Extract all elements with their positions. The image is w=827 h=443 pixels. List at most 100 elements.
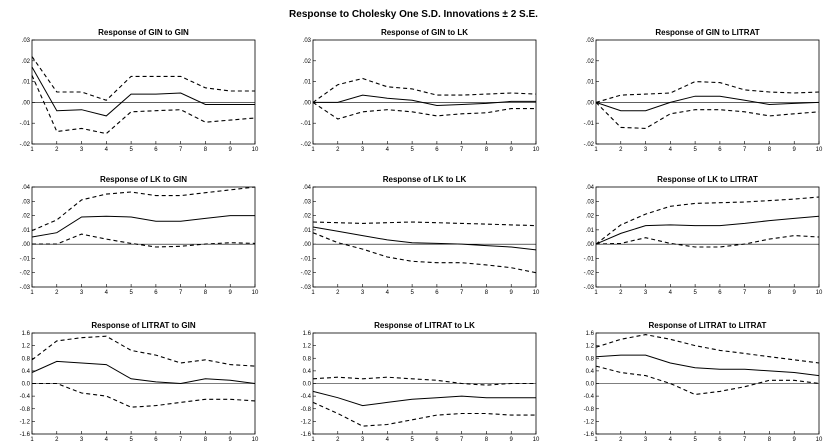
x-tick-label: 7 bbox=[743, 437, 747, 443]
y-tick-label: 0.8 bbox=[22, 356, 31, 362]
x-tick-label: 5 bbox=[693, 290, 697, 296]
x-tick-label: 1 bbox=[30, 437, 34, 443]
x-tick-label: 10 bbox=[533, 437, 540, 443]
y-tick-label: .02 bbox=[303, 59, 312, 65]
confidence-band-line bbox=[31, 335, 256, 367]
x-tick-label: 1 bbox=[30, 290, 34, 296]
y-tick-label: .02 bbox=[22, 59, 31, 65]
y-tick-label: 0.0 bbox=[22, 382, 31, 388]
y-tick-label: -0.4 bbox=[20, 394, 31, 400]
y-tick-label: -1.2 bbox=[584, 419, 595, 425]
x-tick-label: 5 bbox=[410, 290, 414, 296]
y-tick-label: .00 bbox=[586, 242, 595, 248]
panel-3: Response of GIN to LITRAT .03 .02 .01 .00 -.0… bbox=[584, 28, 823, 153]
y-tick-label: -1.2 bbox=[301, 419, 312, 425]
x-tick-label: 7 bbox=[460, 290, 464, 296]
x-tick-label: 3 bbox=[361, 437, 365, 443]
x-tick-label: 2 bbox=[55, 437, 59, 443]
x-tick-label: 2 bbox=[336, 290, 340, 296]
y-tick-label: .03 bbox=[303, 38, 312, 44]
y-tick-label: .02 bbox=[303, 214, 312, 220]
y-tick-label: -.03 bbox=[20, 285, 31, 291]
x-tick-label: 3 bbox=[80, 290, 84, 296]
x-tick-label: 6 bbox=[718, 290, 722, 296]
x-tick-label: 2 bbox=[336, 437, 340, 443]
plot-frame bbox=[31, 39, 256, 145]
confidence-band-line bbox=[595, 334, 820, 364]
y-tick-label: 0.8 bbox=[586, 356, 595, 362]
y-tick-label: .03 bbox=[303, 199, 312, 205]
x-tick-label: 8 bbox=[204, 290, 208, 296]
panel-title: Response of GIN to LITRAT bbox=[655, 28, 759, 37]
x-tick-label: 3 bbox=[80, 147, 84, 153]
y-tick-label: .02 bbox=[586, 59, 595, 65]
panel-title: Response of LITRAT to LITRAT bbox=[649, 321, 767, 330]
y-tick-label: .00 bbox=[303, 100, 312, 106]
x-tick-label: 3 bbox=[644, 437, 648, 443]
confidence-band-line bbox=[32, 233, 256, 248]
x-tick-label: 1 bbox=[594, 290, 598, 296]
y-tick-label: .01 bbox=[22, 80, 31, 86]
x-tick-label: 2 bbox=[55, 290, 59, 296]
response-line bbox=[595, 95, 820, 112]
x-tick-label: 3 bbox=[361, 147, 365, 153]
x-tick-label: 9 bbox=[229, 147, 233, 153]
x-tick-label: 5 bbox=[693, 147, 697, 153]
x-tick-label: 1 bbox=[30, 147, 34, 153]
y-tick-label: -0.8 bbox=[20, 407, 31, 413]
confidence-band-line bbox=[312, 77, 537, 103]
y-tick-label: -.02 bbox=[20, 142, 31, 148]
confidence-band-line bbox=[312, 232, 537, 274]
x-tick-label: 8 bbox=[485, 437, 489, 443]
panel-4: Response of LK to GIN .04 .03 .02 .01 .00 -.01… bbox=[20, 175, 259, 296]
x-tick-label: 3 bbox=[644, 147, 648, 153]
panel-title: Response of LK to GIN bbox=[100, 175, 187, 184]
x-tick-label: 2 bbox=[619, 437, 623, 443]
plot-frame bbox=[31, 186, 256, 288]
y-tick-label: -.01 bbox=[584, 121, 595, 127]
y-tick-label: .04 bbox=[22, 185, 31, 191]
plot-frame bbox=[312, 39, 537, 145]
confidence-band-line bbox=[595, 235, 820, 248]
y-tick-label: 1.2 bbox=[586, 344, 595, 350]
x-tick-label: 8 bbox=[204, 147, 208, 153]
y-tick-label: .00 bbox=[22, 242, 31, 248]
y-tick-label: .00 bbox=[586, 100, 595, 106]
y-tick-label: -.01 bbox=[301, 121, 312, 127]
confidence-band-line bbox=[32, 382, 256, 408]
confidence-band-line bbox=[31, 56, 255, 101]
confidence-band-line bbox=[31, 186, 256, 232]
x-tick-label: 4 bbox=[669, 147, 673, 153]
x-tick-label: 7 bbox=[179, 290, 183, 296]
x-tick-label: 5 bbox=[410, 437, 414, 443]
x-tick-label: 5 bbox=[129, 147, 133, 153]
x-tick-label: 8 bbox=[768, 437, 772, 443]
panel-title: Response of GIN to LK bbox=[381, 28, 468, 37]
confidence-band-line bbox=[595, 365, 820, 396]
x-tick-label: 5 bbox=[129, 437, 133, 443]
confidence-band-line bbox=[312, 221, 537, 227]
confidence-band-line bbox=[312, 101, 536, 120]
y-tick-label: -1.6 bbox=[20, 432, 31, 438]
response-line bbox=[312, 390, 536, 407]
y-tick-label: .01 bbox=[22, 228, 31, 234]
y-tick-label: .03 bbox=[22, 199, 31, 205]
y-tick-label: -.03 bbox=[584, 285, 595, 291]
x-tick-label: 8 bbox=[485, 147, 489, 153]
x-tick-label: 6 bbox=[154, 290, 158, 296]
y-tick-label: -.01 bbox=[584, 256, 595, 262]
x-tick-label: 4 bbox=[105, 437, 109, 443]
x-tick-label: 6 bbox=[718, 147, 722, 153]
response-line bbox=[31, 66, 255, 117]
x-tick-label: 10 bbox=[816, 290, 823, 296]
x-tick-label: 4 bbox=[386, 437, 390, 443]
x-tick-label: 4 bbox=[105, 290, 109, 296]
confidence-band-line bbox=[595, 196, 820, 245]
y-tick-label: -0.4 bbox=[584, 394, 595, 400]
y-tick-label: .00 bbox=[303, 242, 312, 248]
y-tick-label: 0.4 bbox=[22, 369, 31, 375]
panel-6: Response of LK to LITRAT .04 .03 .02 .01 .00 -… bbox=[584, 175, 823, 296]
x-tick-label: 2 bbox=[619, 147, 623, 153]
y-tick-label: .01 bbox=[586, 228, 595, 234]
response-line bbox=[595, 354, 820, 377]
